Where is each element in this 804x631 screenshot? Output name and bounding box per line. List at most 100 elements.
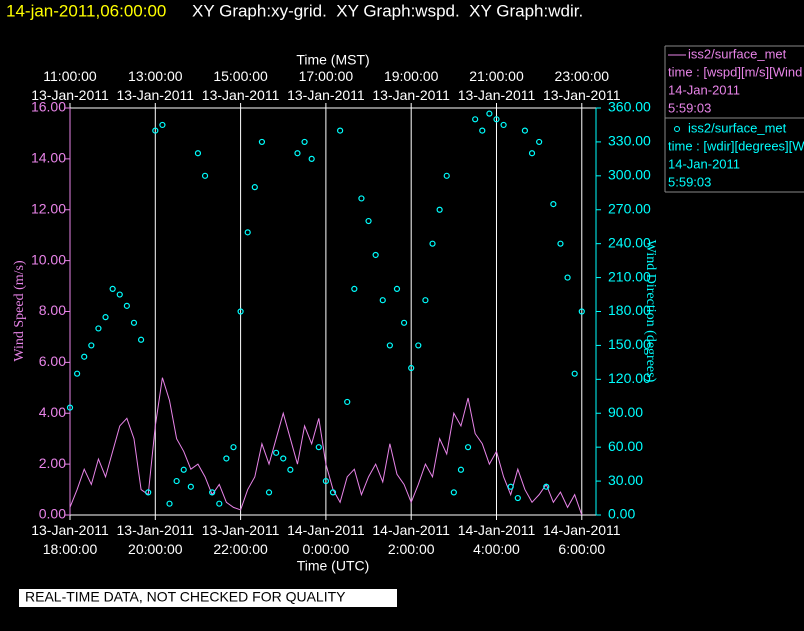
scatter-point (187, 483, 194, 490)
scatter-point (137, 336, 145, 343)
y2-tick-label: 240.00 (608, 234, 651, 250)
scatter-point (145, 489, 152, 496)
y-tick-label: 8.00 (39, 302, 66, 318)
scatter-point (536, 138, 543, 146)
x2-axis-title: Time (MST) (296, 52, 369, 68)
scatter-point (173, 477, 180, 485)
x-axis-title: Time (UTC) (297, 558, 370, 574)
scatter-point (351, 285, 358, 292)
y2-tick-label: 210.00 (608, 268, 651, 284)
scatter-point (95, 325, 102, 332)
scatter-point (472, 116, 479, 123)
y2-tick-label: 90.00 (608, 404, 643, 420)
scatter-point (166, 500, 173, 507)
scatter-point (237, 308, 244, 315)
scatter-point (372, 251, 379, 259)
scatter-point (543, 483, 550, 490)
line-series (69, 377, 583, 516)
x-tick-label: 14-Jan-2011 2:00:00 (372, 522, 450, 557)
scatter-point (550, 200, 557, 208)
x2-tick-label: 13-Jan-201111:00:00 (31, 68, 109, 103)
chart-title: 14-jan-2011,06:00:00 (6, 1, 166, 20)
x2-tick-label: 13-Jan-201113:00:00 (117, 68, 195, 103)
scatter-point (180, 466, 187, 473)
y-tick-label: 14.00 (31, 150, 66, 166)
scatter-point (521, 127, 529, 134)
scatter-point (209, 489, 216, 496)
y2-tick-label: 330.00 (608, 133, 651, 149)
y-axis-title: Wind Speed (m/s) (12, 260, 27, 362)
scatter-point (571, 370, 578, 377)
scatter-point (216, 500, 223, 507)
scatter-point (74, 370, 81, 377)
y2-tick-label: 150.00 (608, 336, 651, 352)
x-tick-label: 14-Jan-2011 6:00:00 (543, 522, 621, 557)
y2-tick-label: 60.00 (608, 438, 643, 454)
scatter-point (230, 444, 237, 451)
scatter-point (464, 444, 472, 451)
legend-detail: time : [wspd][m/s][Wind (668, 64, 802, 79)
scatter-point (273, 449, 280, 456)
scatter-point (578, 308, 585, 315)
scatter-point (493, 116, 500, 123)
scatter-point (337, 127, 344, 134)
scatter-point (379, 297, 386, 304)
scatter-point (507, 483, 514, 490)
scatter-point (329, 489, 337, 496)
y2-tick-label: 180.00 (608, 302, 651, 318)
scatter-point (223, 455, 230, 462)
scatter-point (159, 121, 166, 129)
y-tick-label: 10.00 (31, 251, 66, 267)
scatter-point (66, 404, 74, 411)
y2-tick-label: 0.00 (608, 506, 635, 522)
legend-detail: time : [wdir][degrees][W (668, 138, 804, 153)
x-tick-label: 13-Jan-2011 22:00:00 (202, 522, 280, 557)
x2-tick-label: 13-Jan-201123:00:00 (543, 68, 621, 103)
scatter-point (109, 285, 116, 292)
x-tick-label: 13-Jan-2011 18:00:00 (31, 522, 109, 557)
scatter-point (301, 138, 308, 146)
x-tick-label: 14-Jan-2011 0:00:00 (287, 522, 365, 557)
scatter-point (308, 155, 315, 162)
y-tick-label: 0.00 (39, 506, 66, 522)
legend-label: iss2/surface_met (688, 46, 787, 61)
scatter-point (400, 319, 408, 326)
scatter-point (365, 217, 372, 225)
scatter-point (201, 172, 209, 179)
scatter-point (315, 444, 322, 451)
y-tick-label: 4.00 (39, 404, 66, 420)
scatter-point (408, 364, 415, 372)
scatter-point (358, 195, 365, 202)
scatter-point (415, 342, 422, 349)
scatter-point (479, 127, 486, 134)
scatter-point (564, 274, 571, 281)
x-tick-label: 13-Jan-2011 20:00:00 (117, 522, 195, 557)
scatter-point (102, 314, 109, 321)
y2-tick-label: 120.00 (608, 370, 651, 386)
legend-swatch (674, 126, 680, 132)
scatter-point (443, 172, 450, 179)
scatter-point (322, 477, 329, 485)
scatter-point (528, 150, 536, 157)
y-tick-label: 2.00 (39, 455, 66, 471)
legend-label: iss2/surface_met (688, 120, 787, 135)
scatter-point (294, 150, 301, 157)
x2-tick-label: 13-Jan-201119:00:00 (372, 68, 450, 103)
scatter-point (244, 229, 251, 236)
scatter-point (386, 342, 393, 349)
scatter-point (130, 319, 138, 326)
y2-tick-label: 30.00 (608, 472, 643, 488)
y2-tick-label: 270.00 (608, 200, 651, 216)
scatter-point (450, 489, 457, 496)
scatter-point (429, 240, 436, 247)
legend-detail: 5:59:03 (668, 100, 711, 115)
scatter-point (436, 206, 443, 213)
legend-detail: 5:59:03 (668, 174, 711, 189)
y-tick-label: 12.00 (31, 200, 66, 216)
scatter-point (88, 342, 95, 349)
scatter-point (500, 121, 507, 129)
scatter-point (486, 110, 493, 117)
scatter-point (393, 285, 401, 292)
